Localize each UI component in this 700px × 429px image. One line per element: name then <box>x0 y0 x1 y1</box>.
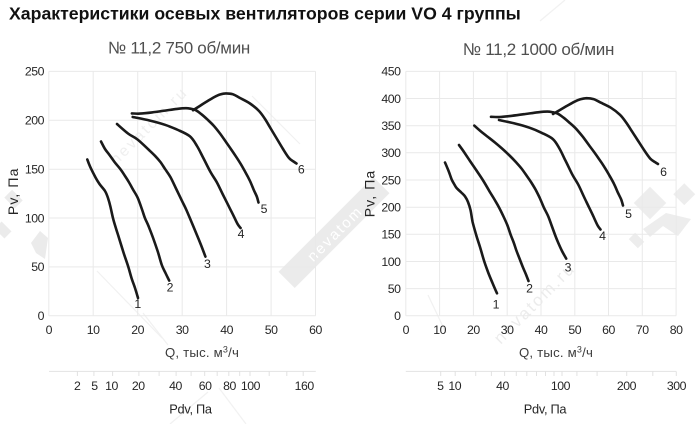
svg-text:5: 5 <box>437 379 444 393</box>
svg-text:40: 40 <box>169 379 182 393</box>
svg-text:Pdv, Па: Pdv, Па <box>169 402 213 417</box>
svg-text:350: 350 <box>381 119 401 133</box>
svg-text:Q, тыс. м3/ч: Q, тыс. м3/ч <box>519 345 593 361</box>
svg-text:30: 30 <box>176 323 189 337</box>
svg-text:3: 3 <box>565 260 572 274</box>
svg-text:40: 40 <box>535 323 548 337</box>
svg-text:400: 400 <box>381 92 401 106</box>
svg-text:80: 80 <box>223 379 236 393</box>
svg-text:10: 10 <box>87 323 100 337</box>
svg-text:40: 40 <box>496 379 509 393</box>
svg-text:4: 4 <box>238 227 245 241</box>
svg-text:150: 150 <box>381 228 401 242</box>
svg-text:50: 50 <box>568 323 581 337</box>
svg-text:2: 2 <box>526 281 533 295</box>
svg-text:10: 10 <box>105 379 118 393</box>
svg-text:Q, тыс. м3/ч: Q, тыс. м3/ч <box>165 345 239 361</box>
svg-text:70: 70 <box>636 323 649 337</box>
svg-text:0: 0 <box>403 323 410 337</box>
svg-text:5: 5 <box>625 207 632 221</box>
svg-text:0: 0 <box>46 323 53 337</box>
svg-text:№ 11,2 750 об/мин: № 11,2 750 об/мин <box>108 39 250 58</box>
svg-text:200: 200 <box>617 379 637 393</box>
svg-text:20: 20 <box>132 379 145 393</box>
svg-text:Характеристики осевых вентилят: Характеристики осевых вентиляторов серии… <box>9 4 521 24</box>
svg-text:200: 200 <box>381 201 401 215</box>
svg-text:250: 250 <box>25 65 45 79</box>
svg-text:Pv, Па: Pv, Па <box>5 168 21 216</box>
svg-text:Pdv, Па: Pdv, Па <box>524 402 568 417</box>
svg-text:6: 6 <box>660 165 667 179</box>
svg-text:30: 30 <box>501 323 514 337</box>
svg-text:300: 300 <box>381 146 401 160</box>
svg-text:0: 0 <box>38 309 45 323</box>
svg-text:300: 300 <box>667 379 687 393</box>
svg-text:60: 60 <box>602 323 615 337</box>
svg-text:3: 3 <box>204 257 211 271</box>
svg-text:20: 20 <box>131 323 144 337</box>
svg-text:200: 200 <box>25 114 45 128</box>
svg-text:50: 50 <box>388 282 401 296</box>
svg-text:5: 5 <box>91 379 98 393</box>
svg-text:450: 450 <box>381 65 401 79</box>
svg-text:6: 6 <box>298 163 305 177</box>
svg-text:Pv, Па: Pv, Па <box>362 170 378 218</box>
svg-text:50: 50 <box>265 323 278 337</box>
svg-text:2: 2 <box>74 379 81 393</box>
svg-text:5: 5 <box>261 202 268 216</box>
svg-text:0: 0 <box>394 309 401 323</box>
svg-text:10: 10 <box>433 323 446 337</box>
svg-text:1: 1 <box>134 297 141 311</box>
svg-text:150: 150 <box>25 163 45 177</box>
svg-text:2: 2 <box>167 280 174 294</box>
svg-text:1: 1 <box>493 298 500 312</box>
svg-text:50: 50 <box>31 260 44 274</box>
svg-text:250: 250 <box>381 173 401 187</box>
svg-text:160: 160 <box>295 379 315 393</box>
svg-text:60: 60 <box>199 379 212 393</box>
svg-text:10: 10 <box>448 379 461 393</box>
svg-text:40: 40 <box>220 323 233 337</box>
svg-text:100: 100 <box>241 379 261 393</box>
svg-text:60: 60 <box>309 323 322 337</box>
svg-text:№ 11,2 1000 об/мин: № 11,2 1000 об/мин <box>463 40 614 59</box>
svg-text:80: 80 <box>670 323 683 337</box>
svg-text:100: 100 <box>381 255 401 269</box>
svg-text:100: 100 <box>551 379 571 393</box>
svg-text:4: 4 <box>599 229 606 243</box>
svg-text:100: 100 <box>25 211 45 225</box>
svg-text:20: 20 <box>467 323 480 337</box>
